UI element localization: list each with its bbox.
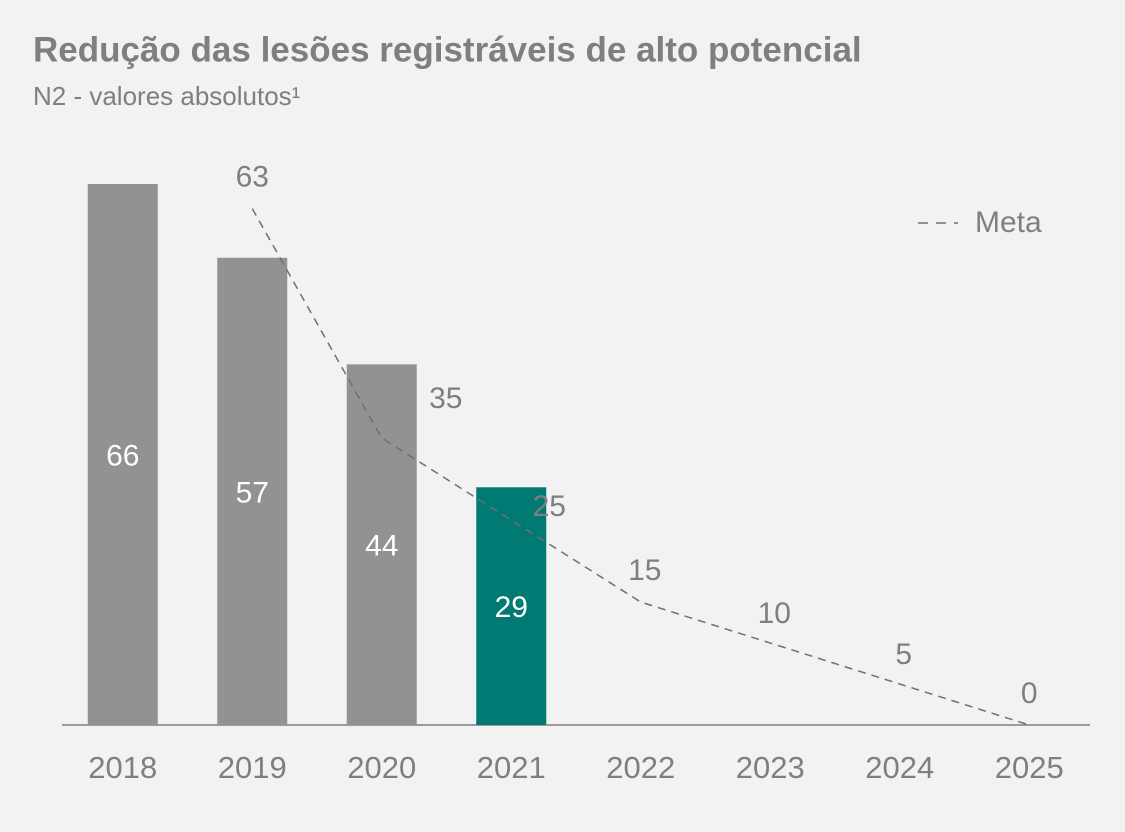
x-tick-label: 2023	[736, 750, 805, 785]
x-tick-label: 2021	[477, 750, 546, 785]
line-value-label: 10	[758, 597, 791, 630]
bar-value-label: 44	[365, 530, 398, 563]
legend-label: Meta	[975, 206, 1042, 239]
x-tick-label: 2020	[347, 750, 416, 785]
line	[251, 208, 1030, 726]
bar	[87, 184, 158, 725]
bar-value-label: 29	[495, 591, 528, 624]
line-value-label: 0	[1021, 677, 1038, 710]
x-tick-label: 2025	[995, 750, 1064, 785]
bar	[346, 364, 417, 725]
x-tick-label: 2018	[88, 750, 157, 785]
x-tick-label: 2022	[606, 750, 675, 785]
line-value-label: 5	[895, 638, 912, 671]
line-value-label: 35	[429, 382, 462, 415]
bar	[476, 487, 547, 725]
bar-value-label: 57	[236, 476, 269, 509]
line-value-label: 63	[236, 161, 269, 194]
chart-subtitle: N2 - valores absolutos¹	[33, 81, 301, 111]
bar-value-label: 66	[106, 439, 139, 472]
x-tick-label: 2024	[865, 750, 934, 785]
line-value-label: 25	[533, 490, 566, 523]
line-value-label: 15	[628, 554, 661, 587]
x-tick-label: 2019	[218, 750, 287, 785]
bar	[217, 257, 288, 725]
chart-title: Redução das lesões registráveis de alto …	[33, 30, 862, 69]
